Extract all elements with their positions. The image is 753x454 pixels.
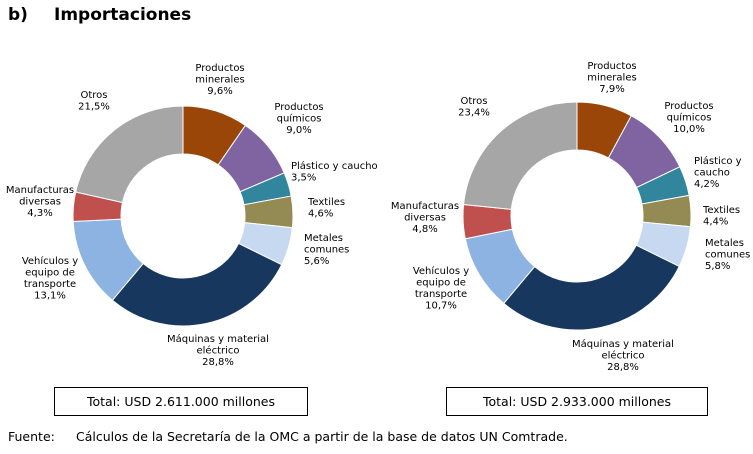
- value-label-textiles-left: 4,6%: [308, 209, 333, 220]
- label-metals-left: Metales comunes 5,6%: [304, 233, 349, 267]
- label-machinery-left: Máquinas y material eléctrico 28,8%: [167, 333, 269, 368]
- label-manufactures-left: Manufacturas diversas 4,3%: [6, 185, 74, 219]
- label-minerals-right: Productos minerales 7,9%: [587, 61, 636, 95]
- category-label-metals-left: Metales: [304, 233, 343, 244]
- category-label-others-right: Otros: [460, 96, 487, 107]
- label-vehicles-right: Vehículos y equipo de transporte 10,7%: [413, 265, 469, 312]
- section-letter: b): [8, 5, 28, 25]
- value-label-vehicles-left: 13,1%: [34, 291, 66, 302]
- total-box-right: Total: USD 2.933.000 millones: [446, 387, 708, 416]
- source-note: Fuente: Cálculos de la Secretaría de la O…: [8, 429, 568, 444]
- label-machinery-right: Máquinas y material eléctrico 28,8%: [572, 338, 674, 373]
- category-label-manufactures-left: Manufacturas: [6, 185, 74, 196]
- value-label-chemicals-left: 9,0%: [286, 125, 311, 136]
- category-label-metals-right: Metales: [705, 238, 744, 249]
- total-label-right: Total: USD 2.933.000 millones: [482, 394, 672, 409]
- value-label-manufactures-left: 4,3%: [27, 208, 52, 219]
- category-label-machinery-right: eléctrico: [601, 350, 644, 362]
- category-label-machinery-right: Máquinas y material: [572, 338, 674, 350]
- section-title: Importaciones: [54, 5, 192, 25]
- value-label-manufactures-right: 4,8%: [412, 224, 437, 235]
- category-label-chemicals-left: químicos: [277, 113, 322, 125]
- category-label-vehicles-right: Vehículos y: [413, 265, 469, 277]
- slice-machinery-right: [503, 244, 680, 331]
- category-label-chemicals-right: Productos: [664, 101, 713, 112]
- value-label-minerals-right: 7,9%: [599, 84, 624, 95]
- value-label-machinery-left: 28,8%: [202, 357, 234, 368]
- slice-others-right: [463, 101, 578, 210]
- value-label-plastics-right: 4,2%: [694, 179, 719, 190]
- value-label-metals-left: 5,6%: [304, 256, 329, 267]
- category-label-plastics-right: caucho: [694, 168, 730, 179]
- category-label-chemicals-right: químicos: [667, 112, 712, 124]
- category-label-plastics-right: Plástico y: [694, 155, 742, 167]
- category-label-metals-left: comunes: [304, 245, 349, 256]
- category-label-minerals-left: minerales: [195, 75, 244, 86]
- total-label-left: Total: USD 2.611.000 millones: [86, 394, 276, 409]
- category-label-vehicles-left: equipo de: [25, 268, 75, 279]
- value-label-plastics-left: 3,5%: [291, 173, 316, 184]
- category-label-chemicals-left: Productos: [274, 102, 323, 113]
- donut-chart-left: Productos minerales 9,6%Productos químicos 9…: [6, 63, 378, 368]
- category-label-textiles-right: Textiles: [702, 205, 740, 216]
- label-plastics-left: Plástico y caucho 3,5%: [291, 160, 378, 184]
- value-label-machinery-right: 28,8%: [607, 362, 639, 373]
- label-manufactures-right: Manufacturas diversas 4,8%: [391, 201, 459, 235]
- category-label-machinery-left: Máquinas y material: [167, 333, 269, 345]
- label-metals-right: Metales comunes 5,8%: [705, 238, 750, 272]
- section-heading: b) Importaciones: [8, 5, 191, 25]
- label-chemicals-right: Productos químicos 10,0%: [664, 101, 713, 135]
- total-box-left: Total: USD 2.611.000 millones: [54, 387, 308, 416]
- category-label-plastics-left: Plástico y caucho: [291, 160, 378, 172]
- category-label-manufactures-right: Manufacturas: [391, 201, 459, 212]
- value-label-others-left: 21,5%: [78, 102, 110, 113]
- label-textiles-left: Textiles 4,6%: [307, 197, 345, 220]
- label-minerals-left: Productos minerales 9,6%: [195, 63, 244, 97]
- value-label-minerals-left: 9,6%: [207, 86, 232, 97]
- category-label-minerals-left: Productos: [195, 63, 244, 74]
- label-chemicals-left: Productos químicos 9,0%: [274, 102, 323, 136]
- value-label-metals-right: 5,8%: [705, 261, 730, 272]
- value-label-chemicals-right: 10,0%: [673, 124, 705, 135]
- label-textiles-right: Textiles 4,4%: [702, 205, 740, 228]
- category-label-metals-right: comunes: [705, 250, 750, 261]
- source-text: Cálculos de la Secretaría de la OMC a pa…: [76, 429, 568, 444]
- value-label-vehicles-right: 10,7%: [425, 301, 457, 312]
- label-vehicles-left: Vehículos y equipo de transporte 13,1%: [22, 255, 78, 302]
- category-label-vehicles-left: transporte: [24, 279, 76, 290]
- category-label-manufactures-left: diversas: [19, 197, 61, 208]
- category-label-machinery-left: eléctrico: [196, 345, 239, 357]
- slice-others-left: [75, 105, 184, 204]
- category-label-vehicles-right: equipo de: [416, 278, 466, 289]
- category-label-vehicles-left: Vehículos y: [22, 255, 78, 267]
- category-label-minerals-right: minerales: [587, 73, 636, 84]
- value-label-others-right: 23,4%: [458, 108, 490, 119]
- value-label-textiles-right: 4,4%: [703, 217, 728, 228]
- label-plastics-right: Plástico y caucho 4,2%: [694, 155, 742, 190]
- label-others-left: Otros 21,5%: [78, 90, 110, 113]
- category-label-textiles-left: Textiles: [307, 197, 345, 208]
- label-others-right: Otros 23,4%: [458, 96, 490, 119]
- category-label-others-left: Otros: [80, 90, 107, 101]
- slice-machinery-left: [111, 242, 283, 327]
- donut-chart-right: Productos minerales 7,9%Productos químicos 1…: [391, 61, 751, 373]
- category-label-minerals-right: Productos: [587, 61, 636, 72]
- category-label-vehicles-right: transporte: [415, 289, 467, 300]
- source-label: Fuente:: [8, 429, 55, 444]
- category-label-manufactures-right: diversas: [404, 213, 446, 224]
